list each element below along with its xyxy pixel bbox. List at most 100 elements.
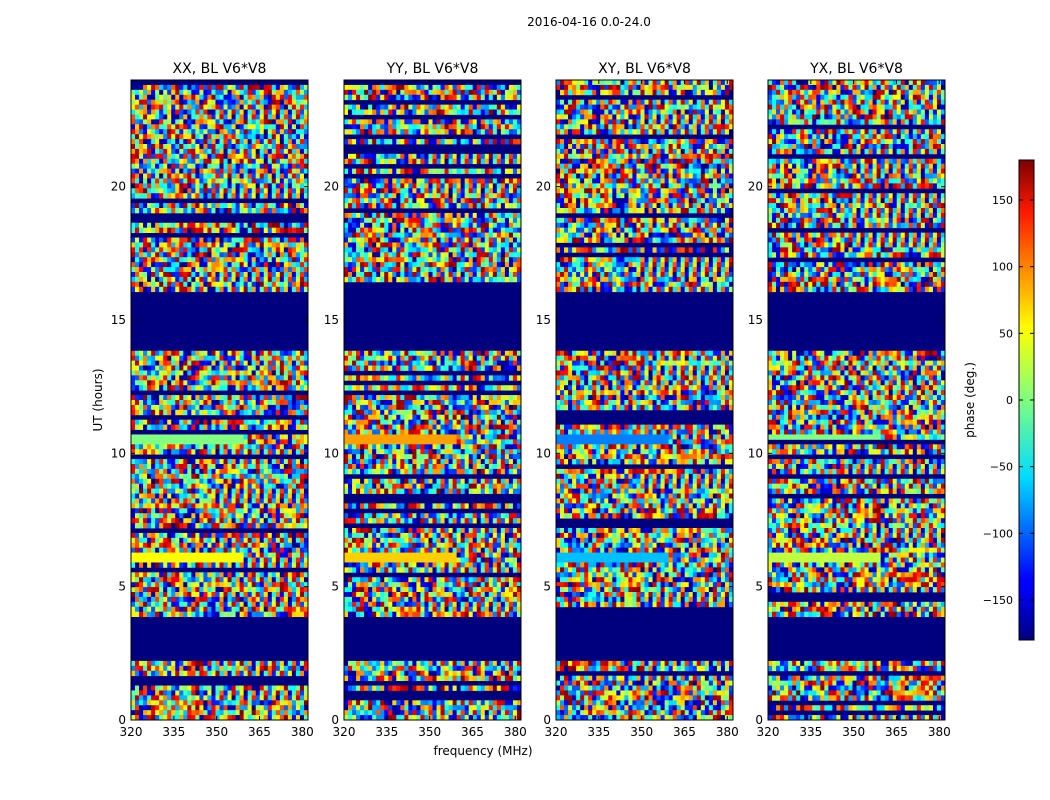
heat-cell <box>183 695 188 701</box>
heat-cell <box>255 690 261 696</box>
heat-cell <box>219 710 224 716</box>
heat-cell <box>251 419 257 426</box>
heat-cell <box>235 104 241 110</box>
heat-cell <box>271 178 277 184</box>
heat-cell <box>247 710 253 716</box>
heat-cell <box>199 660 204 667</box>
heat-cell <box>263 424 269 430</box>
heat-cell <box>175 419 180 426</box>
heat-cell <box>368 94 373 101</box>
heat-cell <box>191 503 196 509</box>
heat-cell <box>291 99 297 106</box>
heat-cell <box>171 552 176 558</box>
heat-cell <box>299 395 305 401</box>
heat-cell <box>235 276 241 283</box>
heat-cell <box>283 710 289 716</box>
heat-cell <box>155 203 160 209</box>
heat-cell <box>139 237 144 243</box>
heat-cell <box>131 690 136 696</box>
heat-cell <box>179 493 184 499</box>
heat-cell <box>295 109 301 115</box>
heat-cell <box>428 198 433 204</box>
heat-cell <box>159 173 164 179</box>
heat-cell <box>191 89 196 96</box>
heat-cell <box>287 503 293 509</box>
heat-cell <box>404 139 409 145</box>
heat-cell <box>215 395 220 401</box>
heat-cell <box>139 478 144 485</box>
heat-cell <box>440 153 445 160</box>
heat-cell <box>267 577 273 583</box>
heat-cell <box>199 139 204 145</box>
heat-cell <box>468 94 474 101</box>
heat-cell <box>263 109 269 115</box>
heat-cell <box>295 144 301 150</box>
heat-cell <box>163 158 168 165</box>
heat-cell <box>135 705 140 711</box>
heat-cell <box>139 355 144 362</box>
heat-cell <box>155 434 160 440</box>
heat-cell <box>303 188 308 194</box>
heat-cell <box>131 242 136 248</box>
heat-cell <box>436 104 441 110</box>
heat-cell <box>223 208 228 214</box>
heat-cell <box>227 84 232 91</box>
heat-cell <box>472 89 478 96</box>
heat-cell <box>275 168 281 174</box>
heat-cell <box>131 134 136 140</box>
heat-cell <box>223 178 228 184</box>
heat-cell <box>279 552 285 558</box>
heat-cell <box>460 124 466 130</box>
heat-cell <box>219 203 224 209</box>
heat-cell <box>348 89 353 96</box>
heat-cell <box>135 523 140 529</box>
heat-cell <box>143 434 148 440</box>
heat-cell <box>159 153 164 160</box>
heat-cell <box>223 173 228 179</box>
heat-cell <box>219 153 224 160</box>
heat-cell <box>271 148 277 155</box>
heat-cell <box>283 685 289 691</box>
heat-cell <box>139 587 144 593</box>
heat-cell <box>263 104 269 110</box>
heat-cell <box>364 124 369 130</box>
heat-cell <box>151 498 156 504</box>
heat-cell <box>376 153 381 160</box>
heat-cell <box>267 404 273 411</box>
heat-cell <box>428 188 433 194</box>
heat-cell <box>303 552 308 558</box>
heat-cell <box>131 395 136 401</box>
heat-cell <box>388 119 393 125</box>
heat-cell <box>279 611 285 618</box>
heat-cell <box>211 272 216 278</box>
heat-cell <box>275 252 281 258</box>
heat-cell <box>239 94 245 101</box>
heat-cell <box>163 153 168 160</box>
heat-cell <box>215 114 220 120</box>
heat-cell <box>159 360 164 366</box>
heat-cell <box>408 168 413 174</box>
heat-cell <box>287 109 293 115</box>
heat-cell <box>143 695 148 701</box>
heat-cell <box>223 532 228 539</box>
heat-cell <box>135 685 140 691</box>
heat-cell <box>195 148 200 155</box>
heat-cell <box>255 473 261 480</box>
heat-cell <box>295 468 301 475</box>
heat-cell <box>215 99 220 106</box>
heat-cell <box>183 350 188 357</box>
heat-cell <box>163 89 168 96</box>
heat-cell <box>171 562 176 568</box>
heat-cell <box>211 208 216 214</box>
heat-cell <box>207 222 212 229</box>
heat-cell <box>275 400 281 406</box>
heat-cell <box>271 537 277 544</box>
heat-cell <box>251 173 257 179</box>
heat-cell <box>155 173 160 179</box>
heat-cell <box>239 173 245 179</box>
heat-cell <box>167 242 172 248</box>
heat-cell <box>283 109 289 115</box>
heat-cell <box>291 114 297 120</box>
heat-cell <box>255 109 261 115</box>
heat-cell <box>267 685 273 691</box>
